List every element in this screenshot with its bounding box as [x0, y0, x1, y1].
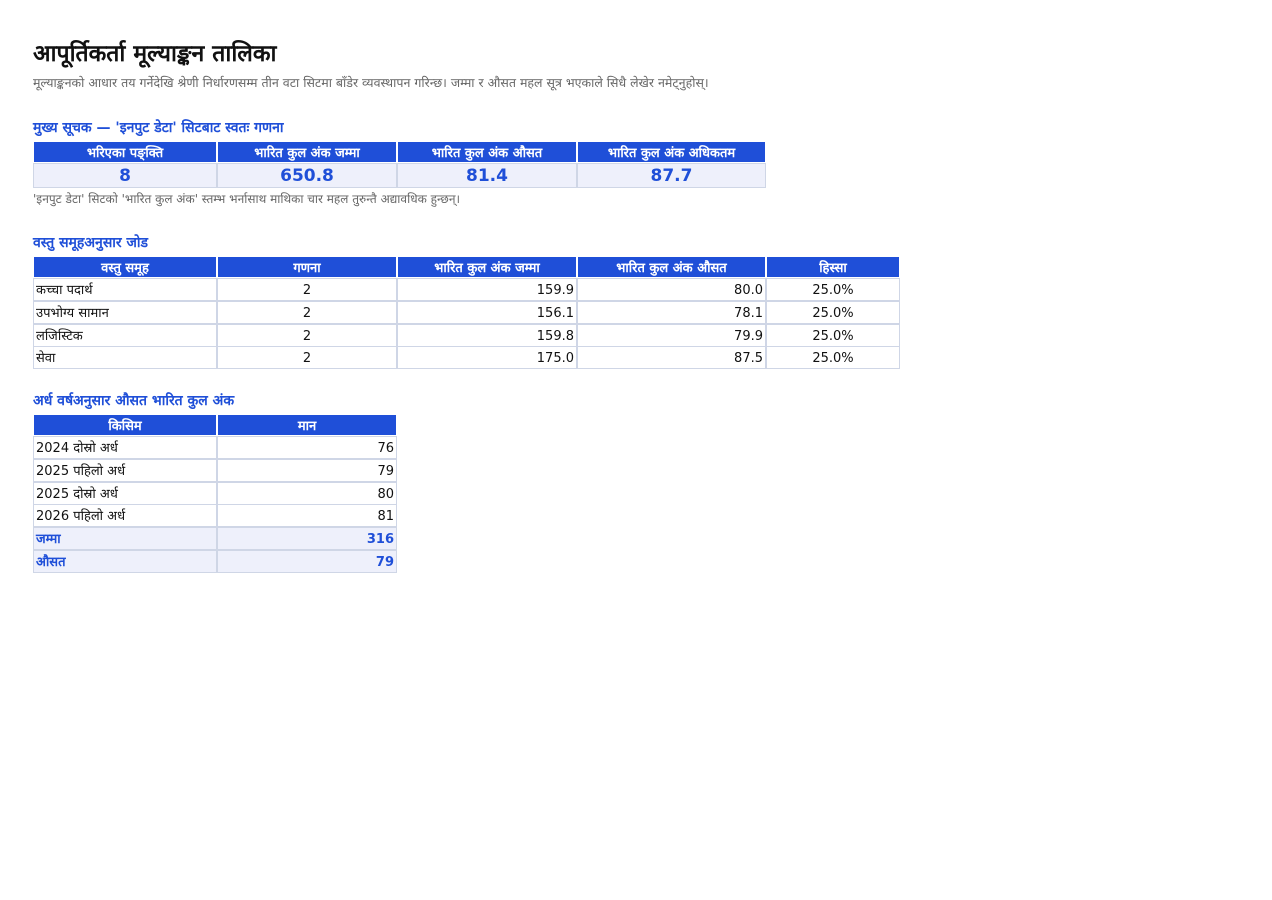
- cell: लजिस्टिक: [33, 323, 217, 347]
- cell: 25.0%: [766, 300, 900, 324]
- cell: औसत: [33, 550, 217, 573]
- section-heading: अर्ध वर्षअनुसार औसत भारित कुल अंक: [33, 393, 235, 409]
- cell: 78.1: [577, 300, 766, 324]
- note: 'इनपुट डेटा' सिटको 'भारित कुल अंक' स्तम्…: [33, 192, 461, 206]
- header-cell: किसिम: [33, 414, 217, 436]
- cell: 80.0: [577, 278, 766, 301]
- cell: 2: [217, 346, 397, 370]
- cell: जम्मा: [33, 527, 217, 550]
- cell: 2: [217, 300, 397, 324]
- cell: 76: [217, 436, 397, 459]
- cell: 87.7: [577, 163, 766, 188]
- section-heading: वस्तु समूहअनुसार जोड: [33, 235, 149, 251]
- cell: 316: [217, 527, 397, 550]
- title: आपूर्तिकर्ता मूल्याङ्कन तालिका: [33, 41, 277, 67]
- header-cell: भारित कुल अंक जम्मा: [397, 256, 577, 278]
- header-cell: भरिएका पङ्क्ति: [33, 141, 217, 163]
- cell: 79.9: [577, 323, 766, 347]
- cell: 25.0%: [766, 323, 900, 347]
- cell: 650.8: [217, 163, 397, 188]
- cell: 8: [33, 163, 217, 188]
- cell: कच्चा पदार्थ: [33, 278, 217, 301]
- header-cell: वस्तु समूह: [33, 256, 217, 278]
- cell: 175.0: [397, 346, 577, 370]
- cell: 80: [217, 481, 397, 505]
- cell: 25.0%: [766, 346, 900, 370]
- cell: सेवा: [33, 346, 217, 370]
- cell: 159.8: [397, 323, 577, 347]
- header-cell: गणना: [217, 256, 397, 278]
- cell: 81: [217, 504, 397, 528]
- header-cell: भारित कुल अंक अधिकतम: [577, 141, 766, 163]
- header-cell: भारित कुल अंक औसत: [577, 256, 766, 278]
- cell: 2: [217, 278, 397, 301]
- subtitle: मूल्याङ्कनको आधार तय गर्नेदेखि श्रेणी नि…: [33, 75, 709, 90]
- cell: 2025 पहिलो अर्ध: [33, 458, 217, 482]
- cell: 159.9: [397, 278, 577, 301]
- cell: 156.1: [397, 300, 577, 324]
- cell: 2026 पहिलो अर्ध: [33, 504, 217, 528]
- header-cell: मान: [217, 414, 397, 436]
- header-cell: हिस्सा: [766, 256, 900, 278]
- cell: 2: [217, 323, 397, 347]
- cell: 81.4: [397, 163, 577, 188]
- header-cell: भारित कुल अंक औसत: [397, 141, 577, 163]
- cell: 25.0%: [766, 278, 900, 301]
- cell: 2024 दोस्रो अर्ध: [33, 436, 217, 459]
- cell: 79: [217, 550, 397, 573]
- section-heading: मुख्य सूचक — 'इनपुट डेटा' सिटबाट स्वतः ग…: [33, 120, 284, 136]
- cell: 79: [217, 458, 397, 482]
- cell: उपभोग्य सामान: [33, 300, 217, 324]
- cell: 87.5: [577, 346, 766, 370]
- header-cell: भारित कुल अंक जम्मा: [217, 141, 397, 163]
- cell: 2025 दोस्रो अर्ध: [33, 481, 217, 505]
